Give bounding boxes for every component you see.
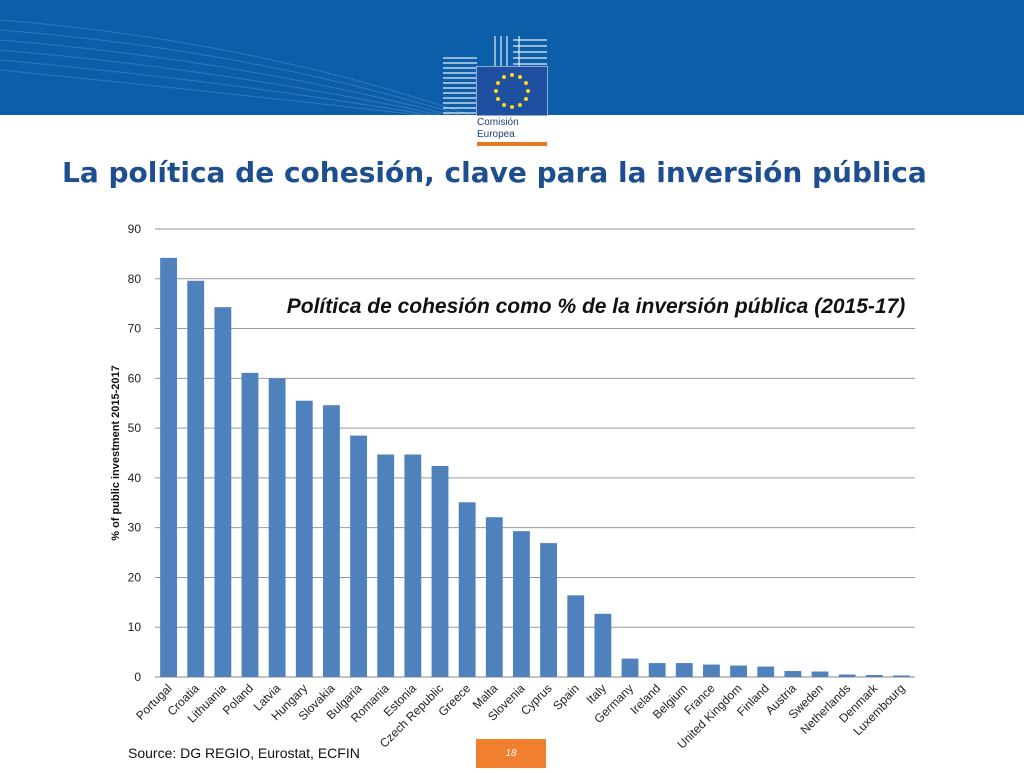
bar-germany: [621, 658, 639, 677]
y-tick-label: 10: [128, 620, 142, 634]
y-tick-label: 50: [128, 421, 142, 435]
y-tick-label: 20: [128, 570, 142, 584]
bar-cyprus: [540, 543, 557, 677]
bar-spain: [567, 595, 585, 677]
bar-greece: [458, 502, 476, 677]
x-category-label: Poland: [220, 681, 256, 717]
y-axis-ticks: 0 10 20 30 40 50 60 70 80 90: [128, 222, 142, 684]
x-category-label: Portugal: [133, 681, 175, 723]
eu-flag-icon: [476, 66, 548, 116]
y-tick-label: 0: [134, 670, 141, 684]
page-number-text: 18: [505, 748, 517, 759]
bar-luxembourg: [893, 675, 910, 677]
ec-logo-underline: [477, 142, 547, 146]
chart-bars: [160, 257, 910, 677]
ec-logo-line2: Europea: [477, 129, 515, 140]
bar-denmark: [865, 675, 883, 677]
y-tick-label: 90: [128, 222, 142, 236]
bar-ireland: [648, 663, 666, 677]
bar-finland: [757, 666, 775, 677]
ec-logo: [443, 36, 548, 148]
x-category-label: Spain: [550, 681, 582, 713]
header-swoosh-decoration: [0, 19, 471, 115]
bar-slovakia: [323, 405, 340, 677]
y-axis-label: % of public investment 2015-2017: [110, 365, 122, 540]
bar-portugal: [160, 257, 177, 677]
bar-slovenia: [513, 531, 530, 677]
ec-logo-label: Comisión Europea: [477, 117, 547, 141]
y-tick-label: 80: [128, 272, 142, 286]
bar-estonia: [404, 454, 422, 677]
x-category-label: Cyprus: [518, 681, 555, 718]
bar-malta: [485, 517, 503, 677]
bar-czech-republic: [431, 465, 449, 677]
slide-title: La política de cohesión, clave para la i…: [62, 156, 927, 189]
bar-france: [703, 664, 720, 677]
bar-sweden: [811, 671, 829, 677]
y-tick-label: 30: [128, 521, 142, 535]
bar-belgium: [675, 663, 693, 677]
bar-netherlands: [838, 674, 856, 677]
page-number: 18: [476, 739, 546, 768]
y-tick-label: 40: [128, 471, 142, 485]
source-note: Source: DG REGIO, Eurostat, ECFIN: [128, 745, 360, 761]
chart-title: Política de cohesión como % de la invers…: [287, 295, 906, 318]
bar-austria: [784, 671, 802, 677]
bar-bulgaria: [350, 435, 367, 677]
bar-hungary: [295, 400, 313, 677]
bar-poland: [241, 372, 259, 677]
bar-united-kingdom: [730, 665, 747, 677]
bar-latvia: [268, 378, 286, 677]
bar-lithuania: [214, 307, 232, 677]
y-tick-label: 60: [128, 371, 142, 385]
bar-romania: [377, 454, 395, 677]
y-tick-label: 70: [128, 322, 142, 336]
bar-croatia: [187, 280, 205, 677]
ec-logo-line1: Comisión: [477, 117, 519, 128]
bar-italy: [594, 613, 612, 677]
